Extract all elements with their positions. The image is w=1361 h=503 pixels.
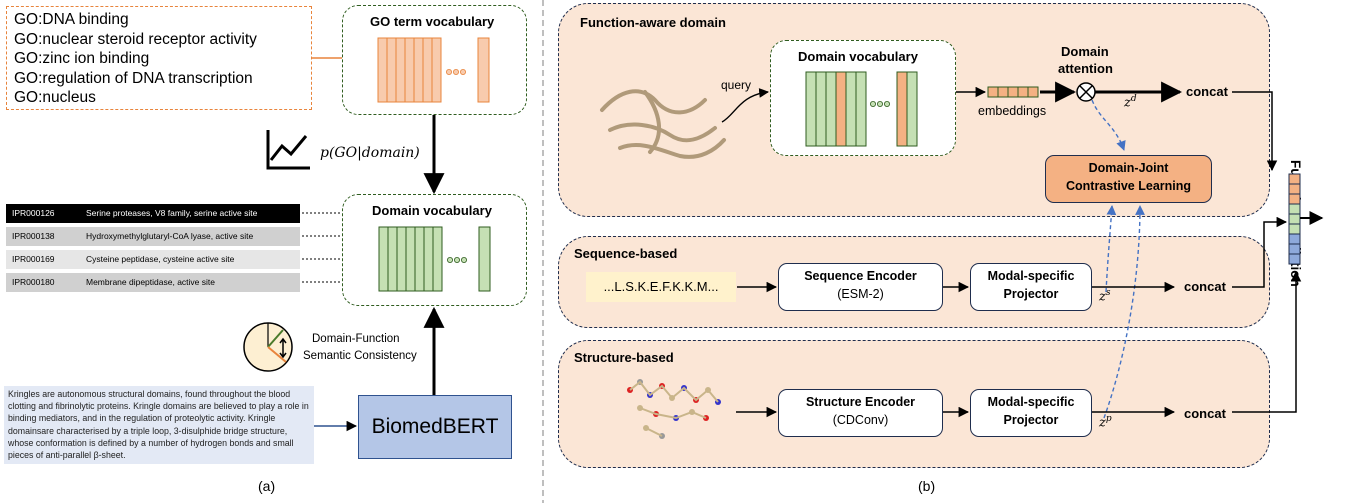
ipr-desc: Membrane dipeptidase, active site xyxy=(86,277,215,287)
ipr-desc: Serine proteases, V8 family, serine acti… xyxy=(86,208,258,218)
projector-line-1: Modal-specific xyxy=(987,395,1075,409)
caption-b: (b) xyxy=(918,478,936,494)
sequence-encoder-box: Sequence Encoder (ESM-2) xyxy=(778,263,943,311)
attention-node-icon xyxy=(1076,82,1096,102)
ipr-desc: Hydroxymethylglutaryl-CoA lyase, active … xyxy=(86,231,254,241)
struct-encoder-line-1: Structure Encoder xyxy=(805,395,916,409)
go-term: GO:nucleus xyxy=(14,89,96,106)
concat-label: concat xyxy=(1184,279,1226,294)
projector-line-1: Modal-specific xyxy=(987,269,1075,283)
projector-line-2: Projector xyxy=(1003,287,1059,301)
concat-label: concat xyxy=(1186,84,1228,99)
ipr-row: IPR000169 Cysteine peptidase, cysteine a… xyxy=(6,250,300,269)
embedding-squares xyxy=(987,86,1039,98)
go-term: GO:nuclear steroid receptor activity xyxy=(14,30,257,48)
domain-vocab-title-a: Domain vocabulary xyxy=(372,203,492,218)
go-vocab-bars xyxy=(377,37,490,103)
protein-ribbon-icon xyxy=(600,89,726,159)
concat-bottom-route xyxy=(1232,270,1302,413)
prob-label: p(GO|domain) xyxy=(320,145,420,161)
contrastive-line-2: Contrastive Learning xyxy=(1065,179,1192,193)
go-term: GO:regulation of DNA transcription xyxy=(14,69,253,87)
zp-to-contrastive-arrow xyxy=(1103,205,1145,419)
biomedbert-box: BiomedBERT xyxy=(358,395,512,459)
go-vocab-dots xyxy=(445,69,466,76)
caption-a: (a) xyxy=(258,478,276,494)
zs-to-contrastive-arrow xyxy=(1105,205,1117,293)
struct-encoder-line-2: (CDConv) xyxy=(832,413,889,427)
domain-vocab-dots-a xyxy=(446,256,467,263)
ipr-connectors xyxy=(302,212,342,283)
consistency-icon xyxy=(243,322,293,372)
structure-encoder-box: Structure Encoder (CDConv) xyxy=(778,389,943,437)
attention-label-1: Domain xyxy=(1061,44,1109,59)
trend-chart-icon xyxy=(266,130,310,170)
concat-label: concat xyxy=(1184,406,1226,421)
domain-vocab-dots-b xyxy=(870,101,891,108)
ipr-row: IPR000126 Serine proteases, V8 family, s… xyxy=(6,204,300,223)
concat-vector xyxy=(1288,173,1301,265)
ipr-row: IPR000138 Hydroxymethylglutaryl-CoA lyas… xyxy=(6,227,300,246)
abstract-text: Kringles are autonomous structural domai… xyxy=(4,386,314,464)
go-vocab-title: GO term vocabulary xyxy=(370,14,495,29)
zd-label: zd xyxy=(1124,94,1137,111)
query-arrow xyxy=(721,88,769,123)
consistency-label-2: Semantic Consistency xyxy=(303,350,417,362)
domain-vocab-bars-b xyxy=(805,71,918,147)
domain-vocab-title-b: Domain vocabulary xyxy=(798,49,918,64)
function-aware-title: Function-aware domain xyxy=(580,15,726,30)
ipr-id: IPR000169 xyxy=(12,254,55,264)
sequence-text: ...L.S.K.E.F.K.K.M... xyxy=(586,272,736,302)
ipr-id: IPR000138 xyxy=(12,231,55,241)
go-term: GO:DNA binding xyxy=(14,11,129,28)
consistency-label-1: Domain-Function xyxy=(312,333,400,345)
seq-encoder-line-2: (ESM-2) xyxy=(837,287,884,301)
zs-label: zs xyxy=(1099,288,1111,305)
protein-structure-icon xyxy=(627,379,721,439)
structure-title: Structure-based xyxy=(574,350,674,365)
embeddings-label: embeddings xyxy=(978,104,1047,118)
go-terms-box: GO:DNA binding GO:nuclear steroid recept… xyxy=(6,6,312,110)
zp-label: zp xyxy=(1099,414,1112,431)
ipr-row: IPR000180 Membrane dipeptidase, active s… xyxy=(6,273,300,292)
ipr-id: IPR000126 xyxy=(12,208,55,218)
attention-label-2: attention xyxy=(1058,61,1113,76)
sequence-title: Sequence-based xyxy=(574,246,678,261)
ipr-desc: Cysteine peptidase, cysteine active site xyxy=(86,254,235,264)
seq-projector-box: Modal-specific Projector xyxy=(970,263,1092,311)
struct-projector-box: Modal-specific Projector xyxy=(970,389,1092,437)
seq-encoder-line-1: Sequence Encoder xyxy=(804,269,917,283)
go-term: GO:zinc ion binding xyxy=(14,50,150,67)
domain-vocab-bars-a xyxy=(378,226,491,292)
zd-to-contrastive-arrow xyxy=(1091,99,1126,151)
ipr-id: IPR000180 xyxy=(12,277,55,287)
contrastive-line-1: Domain-Joint xyxy=(1088,161,1169,175)
concat-top-route xyxy=(1232,91,1278,172)
query-label: query xyxy=(721,78,752,92)
contrastive-box: Domain-Joint Contrastive Learning xyxy=(1045,155,1212,203)
projector-line-2: Projector xyxy=(1003,413,1059,427)
concat-mid-route xyxy=(1232,216,1288,288)
